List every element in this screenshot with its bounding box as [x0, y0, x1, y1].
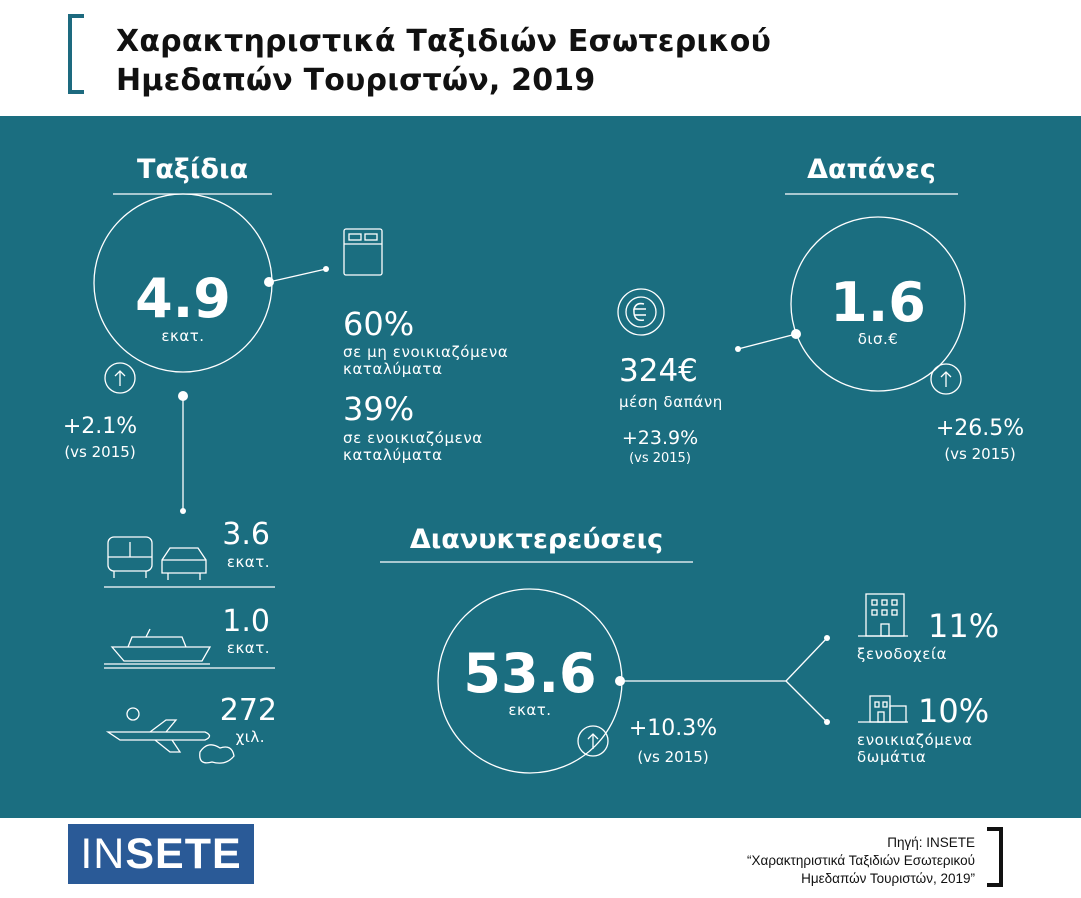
up-arrow-icon: [577, 725, 609, 757]
nights-growth-note: (vs 2015): [637, 748, 709, 766]
hotel-building-icon: [858, 593, 908, 637]
spending-total-unit: δισ.€: [857, 330, 899, 348]
nights-main-dot: [615, 676, 625, 686]
rooms-line-2: δωμάτια: [857, 748, 927, 766]
rooms-house-icon: [858, 695, 908, 723]
connector-graphics: [93, 193, 966, 774]
footer-bracket: [987, 827, 1003, 887]
source-line-3: Ημεδαπών Τουριστών, 2019”: [801, 871, 975, 886]
bed-icon: [343, 228, 383, 276]
trips-accommodation-dot: [264, 277, 274, 287]
nights-hotels-connector: [785, 637, 828, 682]
road-unit: εκατ.: [226, 553, 270, 571]
rooms-dot: [824, 719, 830, 725]
bed-dot: [323, 266, 329, 272]
insete-logo: INSETE: [68, 824, 254, 884]
air-value: 272: [219, 693, 277, 728]
nights-growth: +10.3%: [628, 716, 718, 741]
trips-total-unit: εκατ.: [161, 327, 205, 345]
source-line-1: Πηγή: INSETE: [887, 835, 975, 850]
avg-dot: [735, 346, 741, 352]
avg-spend-growth: +23.9%: [621, 427, 699, 449]
trips-growth: +2.1%: [62, 414, 138, 439]
hotels-label: ξενοδοχεία: [857, 645, 948, 663]
avg-spend-value: 324€: [619, 353, 698, 389]
header-bracket: [68, 14, 84, 94]
airplane-icon: [105, 707, 235, 764]
trips-accommodation-connector: [268, 268, 327, 283]
hotels-pct: 11%: [928, 607, 1000, 645]
up-arrow-icon: [930, 363, 962, 395]
ship-icon: [104, 628, 212, 665]
avg-spend-label: μέση δαπάνη: [619, 393, 723, 411]
title-line-2: Ημεδαπών Τουριστών, 2019: [116, 63, 596, 98]
nights-heading: Διανυκτερεύσεις: [409, 524, 664, 555]
car-icon: [161, 547, 207, 580]
nights-rooms-connector: [785, 680, 828, 723]
spending-circle: [790, 216, 966, 392]
spending-total: 1.6: [830, 271, 926, 334]
sea-unit: εκατ.: [226, 639, 270, 657]
spending-growth-note: (vs 2015): [944, 445, 1016, 463]
rented-line-1: σε ενοικιαζόμενα: [343, 429, 483, 447]
road-value: 3.6: [222, 517, 270, 552]
source-line-2: “Χαρακτηριστικά Ταξιδιών Εσωτερικού: [747, 853, 975, 868]
non-rented-line-2: καταλύματα: [343, 360, 443, 378]
spending-avg-dot: [791, 329, 801, 339]
air-unit: χιλ.: [235, 728, 265, 746]
trips-transport-dot: [178, 391, 188, 401]
trips-heading: Ταξίδια: [136, 154, 249, 185]
sea-value: 1.0: [222, 604, 270, 639]
up-arrow-icon: [104, 362, 136, 394]
page-title: Χαρακτηριστικά Ταξιδιών Εσωτερικού Ημεδα…: [116, 22, 876, 100]
rented-pct: 39%: [343, 390, 415, 428]
title-line-1: Χαρακτηριστικά Ταξιδιών Εσωτερικού: [116, 24, 772, 59]
euro-icon: [617, 288, 665, 336]
trips-total: 4.9: [135, 267, 231, 330]
transport-end-dot: [180, 508, 186, 514]
avg-spend-growth-note: (vs 2015): [629, 451, 691, 466]
non-rented-pct: 60%: [343, 305, 415, 343]
spending-avg-connector: [737, 333, 797, 350]
nights-total-unit: εκατ.: [508, 701, 552, 719]
infographic-panel: Ταξίδια 4.9 εκατ. +2.1% (vs 2015) 60% σε…: [0, 116, 1081, 818]
spending-growth: +26.5%: [935, 416, 1025, 441]
euro-glyph: [633, 302, 646, 322]
trips-growth-note: (vs 2015): [64, 443, 136, 461]
bus-icon: [107, 536, 153, 578]
non-rented-line-1: σε μη ενοικιαζόμενα: [343, 343, 509, 361]
source-note: Πηγή: INSETE “Χαρακτηριστικά Ταξιδιών Εσ…: [747, 834, 975, 888]
nights-total: 53.6: [463, 642, 597, 705]
rented-line-2: καταλύματα: [343, 446, 443, 464]
hotels-dot: [824, 635, 830, 641]
spending-heading: Δαπάνες: [807, 154, 936, 185]
rooms-line-1: ενοικιαζόμενα: [857, 731, 973, 749]
rooms-pct: 10%: [918, 692, 990, 730]
